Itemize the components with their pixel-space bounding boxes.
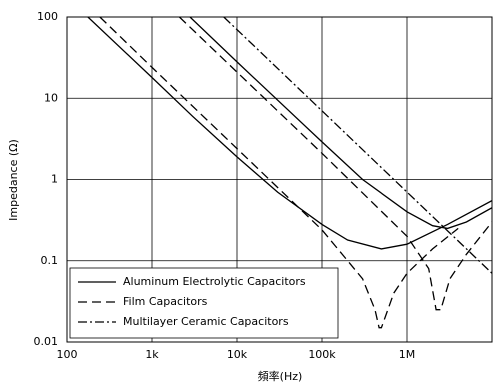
impedance-curve [99,17,459,329]
legend-label: Multilayer Ceramic Capacitors [123,315,289,328]
x-tick-label: 10k [227,348,248,361]
y-axis-label: Impedance (Ω) [7,139,20,221]
impedance-curve [223,17,492,274]
impedance-curve [87,17,492,250]
x-tick-label: 1M [399,348,416,361]
y-tick-label: 0.1 [41,254,59,267]
impedance-curve [178,17,492,311]
legend-label: Film Capacitors [123,295,208,308]
legend-label: Aluminum Electrolytic Capacitors [123,275,306,288]
impedance-curve [189,17,492,230]
x-tick-label: 100k [308,348,336,361]
plot-frame [66,16,493,343]
x-axis-label: 頻率(Hz) [258,369,303,383]
legend-box [69,267,339,339]
y-tick-label: 1 [51,173,58,186]
y-tick-label: 0.01 [34,335,59,348]
y-tick-label: 10 [44,91,58,104]
x-tick-label: 1k [145,348,159,361]
y-tick-label: 100 [37,10,58,23]
x-tick-label: 100 [57,348,78,361]
